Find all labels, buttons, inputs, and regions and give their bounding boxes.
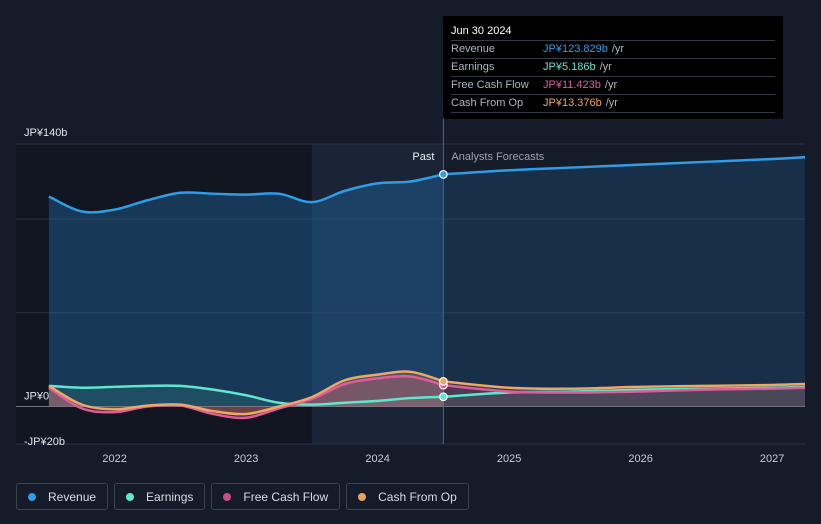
tooltip-value: JP¥11.423b: [543, 79, 601, 91]
revenue-forecast-line: [443, 155, 806, 176]
revenue-dot-icon: [28, 492, 36, 501]
tooltip-row-fcf: Free Cash Flow JP¥11.423b /yr: [451, 77, 775, 95]
y-tick-label: JP¥140b: [24, 127, 67, 139]
free-cash-flow-dot-icon: [223, 492, 232, 501]
y-tick-label: -JP¥20b: [24, 436, 65, 448]
past-label: Past: [412, 151, 434, 163]
free-cash-flow-area: [48, 376, 444, 418]
legend-label: Revenue: [48, 489, 97, 504]
tooltip-label: Free Cash Flow: [451, 79, 529, 91]
tooltip-value: JP¥123.829b: [543, 43, 608, 55]
legend-item-revenue[interactable]: Revenue: [16, 483, 109, 510]
revenue-point: [438, 169, 448, 179]
x-tick-label: 2025: [497, 453, 521, 465]
tooltip-value: JP¥13.376b: [543, 97, 602, 109]
forecast-background: [443, 144, 805, 444]
free-cash-flow-past-line: [48, 374, 444, 420]
revenue-area: [48, 174, 444, 407]
cash-from-op-past-line: [48, 370, 444, 416]
x-tick-label: 2023: [234, 453, 258, 465]
legend-label: Earnings: [146, 489, 194, 504]
tooltip-unit: /yr: [604, 79, 618, 91]
tooltip-unit: /yr: [599, 61, 612, 73]
legend: Revenue Earnings Free Cash Flow Cash Fro…: [16, 483, 469, 510]
legend-label: Cash From Op: [378, 489, 457, 504]
earnings-area: [443, 386, 805, 407]
tooltip-value: JP¥5.186b: [543, 61, 596, 73]
revenue-area: [443, 157, 805, 407]
tooltip-label: Earnings: [451, 61, 495, 73]
y-tick-label: JP¥0: [24, 391, 49, 403]
tooltip: Jun 30 2024 Revenue JP¥123.829b /yr Earn…: [443, 16, 783, 119]
earnings-past-line: [48, 384, 444, 406]
cash-from-op-forecast-line: [443, 380, 806, 391]
earnings-dot-icon: [126, 492, 135, 501]
x-tick-label: 2022: [102, 453, 126, 465]
legend-item-free-cash-flow[interactable]: Free Cash Flow: [211, 483, 341, 510]
tooltip-row-earnings: Earnings JP¥5.186b /yr: [451, 59, 775, 77]
tooltip-row-revenue: Revenue JP¥123.829b /yr: [451, 41, 775, 59]
tooltip-label: Revenue: [451, 43, 496, 55]
legend-item-cash-from-op[interactable]: Cash From Op: [346, 483, 469, 510]
tooltip-date: Jun 30 2024: [451, 16, 775, 41]
cash-from-op-point: [438, 376, 448, 386]
x-tick-label: 2026: [628, 453, 652, 465]
free-cash-flow-forecast-line: [443, 383, 806, 394]
cash-from-op-dot-icon: [358, 492, 367, 501]
revenue-past-line: [48, 173, 444, 214]
legend-label: Free Cash Flow: [243, 489, 329, 504]
x-tick-label: 2027: [760, 453, 784, 465]
tooltip-label: Cash From Op: [451, 97, 524, 109]
x-tick-label: 2024: [365, 453, 389, 465]
tooltip-unit: /yr: [605, 97, 618, 109]
tooltip-unit: /yr: [611, 43, 625, 55]
earnings-point: [438, 392, 448, 402]
legend-item-earnings[interactable]: Earnings: [114, 483, 206, 510]
forecast-label: Analysts Forecasts: [451, 151, 544, 163]
tooltip-row-cfo: Cash From Op JP¥13.376b /yr: [451, 95, 775, 113]
